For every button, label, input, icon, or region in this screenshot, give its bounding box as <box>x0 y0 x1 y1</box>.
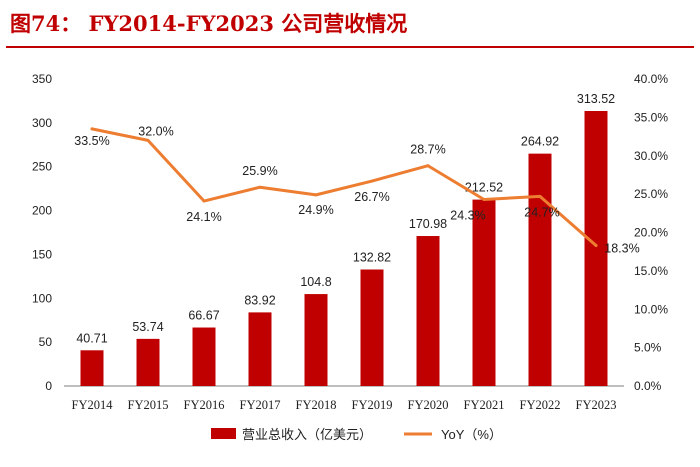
left-axis-tick-label: 200 <box>32 204 52 218</box>
revenue-bar <box>528 153 552 386</box>
revenue-bar <box>472 199 496 386</box>
yoy-data-label: 24.9% <box>298 203 333 217</box>
x-axis-tick-label: FY2015 <box>128 398 169 412</box>
left-axis-tick-label: 100 <box>32 291 52 305</box>
yoy-point <box>370 179 374 183</box>
revenue-bar-label: 66.67 <box>188 309 219 323</box>
legend-label-revenue: 营业总收入（亿美元） <box>242 427 372 442</box>
revenue-bar-labels: 40.71 53.74 66.67 83.92 104.8 132.82 170.98 212… <box>76 92 615 345</box>
revenue-bar <box>192 327 216 386</box>
x-axis-tick-label: FY2014 <box>72 398 114 412</box>
yoy-data-label: 32.0% <box>138 124 173 138</box>
left-axis-tick-label: 50 <box>39 335 53 349</box>
revenue-bar-label: 212.52 <box>465 181 503 195</box>
yoy-point <box>482 197 486 201</box>
revenue-bar <box>304 294 328 386</box>
revenue-bar <box>248 312 272 386</box>
right-axis-tick-label: 10.0% <box>634 302 668 316</box>
x-axis-tick-label: FY2016 <box>184 398 225 412</box>
revenue-bar-label: 313.52 <box>577 92 615 106</box>
yoy-point <box>90 127 94 131</box>
x-axis-tick-label: FY2017 <box>240 398 281 412</box>
revenue-bar-label: 53.74 <box>132 320 163 334</box>
chart-legend: 营业总收入（亿美元） YoY（%） <box>211 427 502 442</box>
left-axis-tick-label: 300 <box>32 116 52 130</box>
revenue-bar <box>584 110 608 386</box>
yoy-point <box>594 244 598 248</box>
x-axis-tick-label: FY2021 <box>464 398 505 412</box>
legend-swatch-revenue <box>211 428 236 439</box>
x-axis-tick-label: FY2020 <box>408 398 449 412</box>
yoy-data-label: 33.5% <box>74 134 109 148</box>
yoy-data-label: 28.7% <box>410 143 445 157</box>
revenue-bar-label: 170.98 <box>409 217 447 231</box>
revenue-bars <box>80 110 608 386</box>
revenue-bar <box>416 236 440 386</box>
yoy-line-layer <box>90 127 598 248</box>
right-axis-tick-label: 0.0% <box>634 379 662 393</box>
yoy-data-label: 24.7% <box>524 205 559 219</box>
revenue-bar-label: 104.8 <box>300 275 331 289</box>
right-axis-tick-label: 40.0% <box>634 72 668 86</box>
yoy-point <box>202 199 206 203</box>
yoy-point <box>538 194 542 198</box>
revenue-bar-label: 264.92 <box>521 135 559 149</box>
revenue-bar-label: 40.71 <box>76 331 107 345</box>
left-axis-tick-label: 150 <box>32 247 52 261</box>
yoy-data-label: 18.3% <box>604 242 639 256</box>
yoy-point <box>314 193 318 197</box>
revenue-bar <box>80 350 104 386</box>
revenue-bar-label: 83.92 <box>244 293 275 307</box>
right-axis-tick-label: 30.0% <box>634 149 668 163</box>
chart-axes: 0 50 100 150 200 250 300 350 0.0% 5.0% 10.0% 15.0% 2… <box>32 72 668 412</box>
left-axis-tick-label: 350 <box>32 72 52 86</box>
x-axis-tick-label: FY2018 <box>296 398 337 412</box>
yoy-point <box>146 138 150 142</box>
right-axis-tick-label: 5.0% <box>634 341 662 355</box>
x-axis-tick-label: FY2019 <box>352 398 393 412</box>
yoy-point <box>426 164 430 168</box>
x-axis-tick-label: FY2022 <box>520 398 561 412</box>
right-axis-tick-label: 20.0% <box>634 226 668 240</box>
yoy-data-labels: 33.5% 32.0% 24.1% 25.9% 24.9% 26.7% 28.7% 24.3%… <box>74 124 639 255</box>
figure-title: 图74： FY2014-FY2023 公司营收情况 <box>10 11 408 36</box>
title-divider <box>6 46 694 48</box>
right-axis-tick-label: 15.0% <box>634 264 668 278</box>
revenue-bar <box>360 269 384 386</box>
left-axis-tick-label: 0 <box>45 379 52 393</box>
revenue-bar-label: 132.82 <box>353 250 391 264</box>
yoy-data-label: 26.7% <box>354 190 389 204</box>
left-axis-tick-label: 250 <box>32 160 52 174</box>
right-axis-tick-label: 25.0% <box>634 187 668 201</box>
yoy-line <box>90 127 598 248</box>
yoy-data-label: 24.3% <box>450 208 485 222</box>
yoy-data-label: 24.1% <box>186 210 221 224</box>
legend-label-yoy: YoY（%） <box>441 427 502 442</box>
right-axis-tick-label: 35.0% <box>634 110 668 124</box>
yoy-point <box>258 185 262 189</box>
x-axis-tick-label: FY2023 <box>576 398 617 412</box>
yoy-data-label: 25.9% <box>242 164 277 178</box>
revenue-bar <box>136 338 160 386</box>
